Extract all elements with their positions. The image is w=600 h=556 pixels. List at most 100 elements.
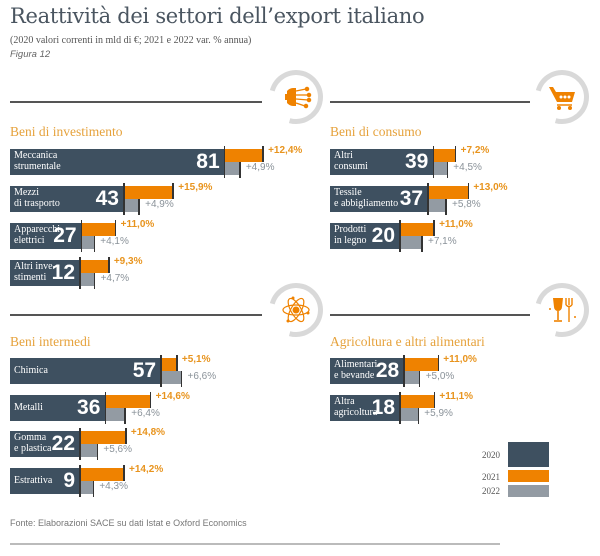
bar-2020: Meccanica strumentale 81 xyxy=(10,149,225,175)
bar-2020: Altri consumi 39 xyxy=(330,149,434,175)
bar-2021 xyxy=(123,186,174,199)
bar-category-label: Altri consumi xyxy=(334,150,368,172)
label-2021: +11,0% xyxy=(439,219,473,230)
bar-category-line: Tessile xyxy=(334,187,362,198)
bar-tick xyxy=(454,146,457,162)
bar-2021 xyxy=(400,395,435,408)
label-2022: +4,9% xyxy=(145,199,174,210)
bar-2020: Prodotti in legno 20 xyxy=(330,223,400,249)
bar-tick xyxy=(223,146,226,178)
bar-2020: Chimica 57 xyxy=(10,358,162,384)
legend-label-2022: 2022 xyxy=(482,486,500,496)
bar-tick xyxy=(80,220,83,252)
label-2022: +4,3% xyxy=(99,480,128,492)
bar-2021 xyxy=(80,467,125,481)
bar-category-label: Apparecchi elettrici xyxy=(14,224,60,246)
label-2022: +4,5% xyxy=(453,162,482,173)
bar-category-line: stimenti xyxy=(14,272,47,283)
bar-2020: Altri inve-stimenti 12 xyxy=(10,260,80,286)
chart-title: Reattività dei settori dell’export itali… xyxy=(10,4,425,28)
bar-category-label: Altra agricoltura xyxy=(334,396,377,418)
label-2022: +4,7% xyxy=(100,273,130,284)
bar-category-line: Prodotti xyxy=(334,224,367,235)
label-2021: +13,0% xyxy=(473,182,508,193)
bar-2021 xyxy=(224,149,264,162)
bar-2022 xyxy=(80,444,98,457)
bar-2020: Gomma e plastica 22 xyxy=(10,431,80,457)
bar-value-2020: 12 xyxy=(51,261,75,284)
bar-2022 xyxy=(161,371,182,384)
bar-category-line: di trasporto xyxy=(14,198,60,209)
shopping-cart-icon xyxy=(545,80,579,114)
legend-swatch-2020 xyxy=(508,442,549,467)
bar-tick xyxy=(93,273,96,289)
bar-tick xyxy=(433,392,436,408)
bar-category-line: Altri inve- xyxy=(14,261,56,272)
bar-value-2020: 39 xyxy=(404,150,429,173)
bar-tick xyxy=(421,236,423,252)
bar-category-label: Prodotti in legno xyxy=(334,224,367,246)
bar-2021 xyxy=(428,186,469,199)
bar-tick xyxy=(93,236,95,252)
section-divider xyxy=(10,101,262,103)
bar-2022 xyxy=(428,199,447,212)
bar-2020: Altra agricoltura 18 xyxy=(330,395,400,421)
bar-2020: Alimentari e bevande 28 xyxy=(330,358,405,384)
bar-2022 xyxy=(400,236,422,249)
bar-2022 xyxy=(400,408,419,421)
bar-tick xyxy=(403,355,405,387)
bar-tick xyxy=(96,444,99,460)
label-2022: +5,0% xyxy=(425,371,455,382)
bar-2022 xyxy=(433,162,448,175)
bar-category-line: Gomma xyxy=(14,432,47,443)
bar-tick xyxy=(445,199,447,215)
section-title: Agricoltura e altri alimentari xyxy=(330,334,485,349)
bar-tick xyxy=(79,257,81,289)
legend-swatch-2022 xyxy=(508,485,549,497)
bar-tick xyxy=(399,392,401,424)
bar-2022 xyxy=(224,162,240,175)
bar-2020: Tessile e abbigliamento 37 xyxy=(330,186,429,212)
bar-tick xyxy=(433,220,435,236)
bar-value-2020: 81 xyxy=(196,150,220,173)
bar-2020: Apparecchi elettrici 27 xyxy=(10,223,82,249)
bar-tick xyxy=(125,428,127,444)
bar-tick xyxy=(239,162,241,178)
bar-2021 xyxy=(81,223,116,236)
bar-2021 xyxy=(161,358,177,371)
bar-category-label: Meccanica strumentale xyxy=(14,150,61,172)
section-divider xyxy=(330,101,530,103)
bar-2020: Estrattiva 9 xyxy=(10,467,80,494)
bar-value-2020: 20 xyxy=(371,224,395,247)
section-title: Beni di investimento xyxy=(10,124,123,139)
label-2021: +14,8% xyxy=(130,427,166,438)
bar-tick xyxy=(467,183,470,199)
bar-2020: Metalli 36 xyxy=(10,394,106,421)
bar-category-line: Apparecchi xyxy=(14,224,61,235)
section-divider xyxy=(10,314,262,316)
bar-category-label: Chimica xyxy=(14,365,48,376)
legend-label-2021: 2021 xyxy=(482,472,500,482)
bar-2022 xyxy=(105,407,126,421)
label-2021: +12,4% xyxy=(268,145,303,156)
bar-tick xyxy=(104,391,107,424)
bar-category-line: Chimica xyxy=(14,365,48,376)
label-2021: +5,1% xyxy=(181,354,211,365)
label-2022: +7,1% xyxy=(428,236,457,247)
bar-category-line: e bevande xyxy=(334,370,375,381)
bar-category-line: Mezzi xyxy=(14,187,39,198)
bar-tick xyxy=(427,183,429,215)
bar-2022 xyxy=(80,273,95,286)
bar-value-2020: 22 xyxy=(51,432,75,455)
bar-value-2020: 27 xyxy=(53,224,77,247)
bar-category-label: Alimentari e bevande xyxy=(334,359,377,381)
bar-tick xyxy=(160,355,162,387)
bar-category-line: Altra xyxy=(334,396,355,407)
bar-tick xyxy=(432,146,435,178)
bar-2021 xyxy=(433,149,456,162)
label-2021: +9,3% xyxy=(113,256,143,267)
bar-category-line: in legno xyxy=(334,235,367,246)
bar-value-2020: 43 xyxy=(95,187,119,210)
bar-category-line: agricoltura xyxy=(334,407,378,418)
bar-category-label: Altri inve-stimenti xyxy=(14,261,56,283)
